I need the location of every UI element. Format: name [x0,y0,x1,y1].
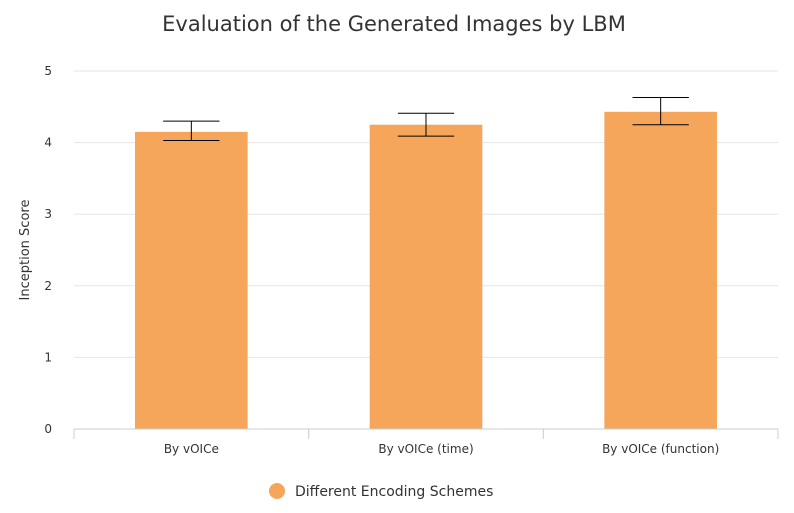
legend-marker [269,483,285,499]
y-tick-label: 4 [44,136,52,150]
bar[interactable] [369,124,483,429]
y-tick-label: 3 [44,207,52,221]
y-tick-label: 0 [44,422,52,436]
chart-title: Evaluation of the Generated Images by LB… [162,12,626,36]
bar[interactable] [135,131,248,430]
y-tick-label: 1 [44,350,52,364]
x-tick-labels: By vOICe By vOICe (time) By vOICe (functio… [164,442,719,456]
x-tick-label: By vOICe (time) [378,442,473,456]
x-axis [73,428,779,439]
error-bars [163,96,689,141]
y-tick-labels: 0 1 2 3 4 5 [44,64,52,436]
legend-label[interactable]: Different Encoding Schemes [295,484,493,500]
y-tick-label: 2 [44,279,52,293]
bar[interactable] [604,111,717,429]
x-tick-label: By vOICe (function) [602,442,719,456]
bars [135,111,717,430]
x-tick-label: By vOICe [164,442,219,456]
y-tick-label: 5 [44,64,52,78]
y-axis-label: Inception Score [18,200,33,301]
legend[interactable]: Different Encoding Schemes [269,483,493,500]
